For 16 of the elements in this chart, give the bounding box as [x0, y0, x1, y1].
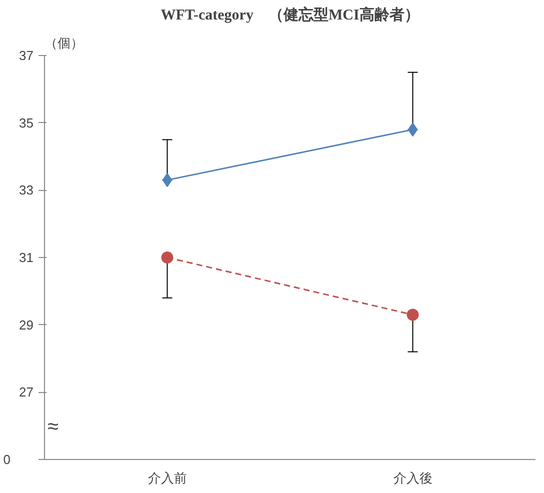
- y-tick-label: 37: [19, 48, 34, 63]
- text: 0: [3, 452, 11, 467]
- point: [406, 308, 419, 321]
- x-tick-label: 介入後: [393, 470, 432, 486]
- point: [408, 122, 418, 137]
- y-tick-label: 27: [19, 384, 34, 400]
- chart-title: WFT-category （健忘型MCI高齢者）: [160, 6, 420, 24]
- y-tick-label: 33: [19, 182, 34, 198]
- annotation: ≈: [48, 416, 58, 438]
- point: [162, 173, 172, 188]
- y-tick-label: 31: [19, 250, 34, 265]
- point: [161, 252, 174, 264]
- y-axis-title: （個）: [44, 36, 84, 50]
- y-tick-label: 29: [19, 317, 34, 332]
- y-tick-label: 35: [19, 115, 34, 130]
- x-tick-label: 介入前: [148, 470, 187, 486]
